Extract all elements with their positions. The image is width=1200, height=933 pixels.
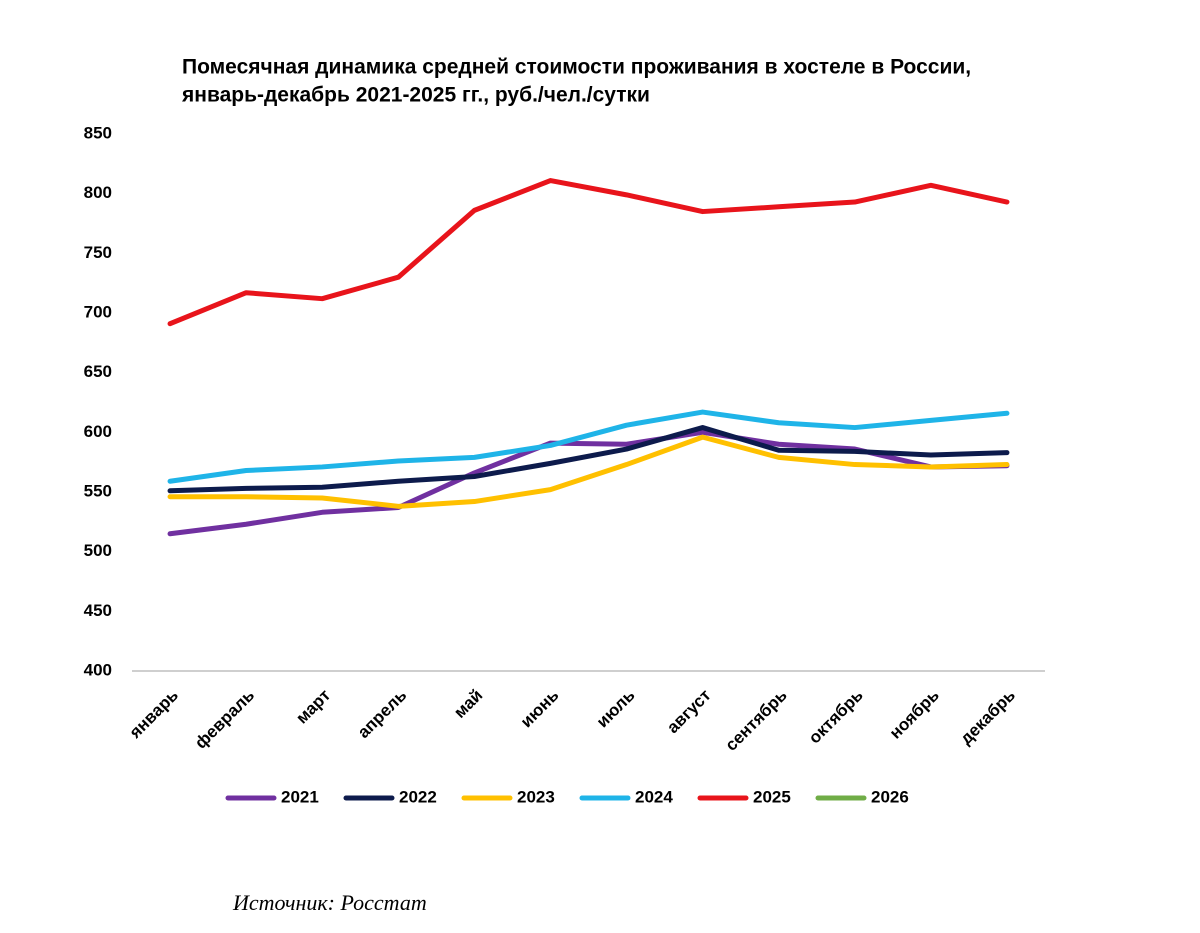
series-line	[167, 425, 1010, 494]
y-tick-label: 450	[84, 601, 112, 620]
legend-label: 2026	[871, 787, 909, 806]
x-tick-label: июль	[593, 686, 639, 732]
x-tick-label: январь	[125, 686, 182, 743]
y-tick-label: 600	[84, 422, 112, 441]
x-tick-label: июнь	[517, 686, 563, 732]
y-tick-label: 800	[84, 183, 112, 202]
x-tick-label: март	[292, 686, 334, 728]
series-line	[167, 178, 1010, 327]
x-tick-label: май	[450, 686, 486, 722]
chart-title: Помесячная динамика средней стоимости пр…	[182, 56, 971, 79]
series-line	[167, 434, 1010, 509]
legend-label: 2025	[753, 787, 791, 806]
y-tick-label: 400	[84, 660, 112, 679]
x-tick-label: апрель	[354, 686, 410, 742]
legend-label: 2023	[517, 787, 555, 806]
y-tick-label: 500	[84, 541, 112, 560]
x-tick-label: ноябрь	[886, 686, 943, 743]
y-tick-label: 750	[84, 243, 112, 262]
source-note: Источник: Росстат	[232, 890, 427, 915]
y-tick-label: 550	[84, 481, 112, 500]
legend-label: 2024	[635, 787, 673, 806]
y-tick-label: 700	[84, 302, 112, 321]
chart-title: январь-декабрь 2021-2025 гг., руб./чел./…	[181, 84, 650, 107]
legend-label: 2022	[399, 787, 437, 806]
x-tick-label: август	[663, 686, 714, 737]
series-line	[167, 429, 1010, 537]
x-tick-label: октябрь	[805, 686, 867, 748]
series-line	[167, 409, 1010, 484]
x-tick-label: февраль	[191, 686, 258, 753]
y-tick-label: 850	[84, 123, 112, 142]
legend-label: 2021	[281, 787, 319, 806]
x-tick-label: сентябрь	[722, 686, 791, 755]
y-tick-label: 650	[84, 362, 112, 381]
x-tick-label: декабрь	[956, 686, 1019, 749]
